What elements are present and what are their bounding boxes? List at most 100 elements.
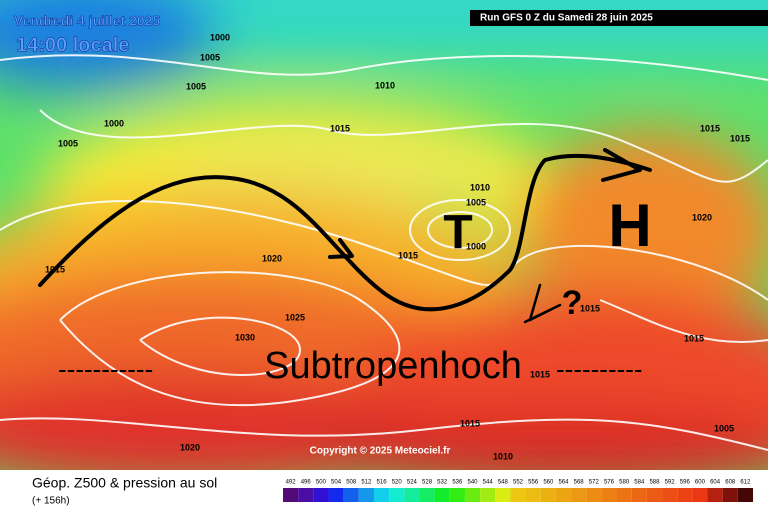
colorbar-label: 600 xyxy=(695,480,706,486)
isobar-label: 1015 xyxy=(398,250,418,260)
isobar-labels: 1000 1005 1005 1000 1005 1010 1015 1010 1005 1000… xyxy=(45,32,750,461)
colorbar-swatch xyxy=(510,488,526,502)
colorbar-swatch xyxy=(707,488,723,502)
colorbar-label: 544 xyxy=(483,480,494,486)
dashes-right: ---------- xyxy=(556,354,643,384)
colorbar-swatch xyxy=(692,488,708,502)
colorbar-swatch xyxy=(586,488,602,502)
colorbar-label: 592 xyxy=(665,480,676,486)
colorbar-label: 584 xyxy=(634,480,645,486)
colorbar-label: 508 xyxy=(346,480,357,486)
isobar-label: 1020 xyxy=(262,253,282,263)
colorbar-label: 608 xyxy=(725,480,736,486)
colorbar-swatch xyxy=(389,488,405,502)
time: 14:00 locale xyxy=(16,34,129,56)
colorbar-swatch xyxy=(677,488,693,502)
colorbar-swatch xyxy=(662,488,678,502)
colorbar-swatch xyxy=(328,488,344,502)
colorbar-label: 524 xyxy=(407,480,418,486)
colorbar-label: 528 xyxy=(422,480,433,486)
colorbar-label: 564 xyxy=(558,480,569,486)
isobar-label: 1015 xyxy=(700,123,720,133)
colorbar: 492 496 500 504 508 512 516 520 524 528 532 536 540 5… xyxy=(283,480,753,502)
colorbar-swatch xyxy=(343,488,359,502)
isobar-label: 1000 xyxy=(210,32,230,42)
colorbar-label: 504 xyxy=(331,480,342,486)
isobar-label: 1015 xyxy=(730,133,750,143)
colorbar-swatch xyxy=(646,488,663,502)
colorbar-swatch xyxy=(449,488,465,502)
run-info: Run GFS 0 Z du Samedi 28 juin 2025 xyxy=(480,13,653,24)
colorbar-label: 588 xyxy=(649,480,660,486)
colorbar-swatch xyxy=(464,488,481,502)
field xyxy=(0,0,768,470)
isobar-label: 1015 xyxy=(684,333,704,343)
question-mark: ? xyxy=(562,284,583,322)
run-banner xyxy=(470,10,768,26)
colorbar-swatch xyxy=(737,488,753,502)
colorbar-label: 556 xyxy=(528,480,539,486)
colorbar-label: 612 xyxy=(740,480,751,486)
colorbar-swatch xyxy=(571,488,587,502)
colorbar-swatch xyxy=(358,488,374,502)
isobar-label: 1020 xyxy=(180,442,200,452)
colorbar-swatch xyxy=(434,488,450,502)
colorbar-label: 512 xyxy=(361,480,372,486)
colorbar-label: 532 xyxy=(437,480,448,486)
colorbar-label: 492 xyxy=(286,480,297,486)
copyright: Copyright © 2025 Meteociel.fr xyxy=(310,446,451,457)
footer-title: Géop. Z500 & pression au sol xyxy=(32,475,217,491)
colorbar-label: 500 xyxy=(316,480,327,486)
isobar-label: 1015 xyxy=(460,418,480,428)
colorbar-swatch xyxy=(313,488,329,502)
isobar-label: 1005 xyxy=(466,197,486,207)
isobar-label: 1020 xyxy=(692,212,712,222)
colorbar-label: 548 xyxy=(498,480,509,486)
colorbar-label: 596 xyxy=(680,480,691,486)
high-label: H xyxy=(608,192,651,259)
isobar-label: 1015 xyxy=(45,264,65,274)
colorbar-label: 536 xyxy=(452,480,463,486)
colorbar-swatch xyxy=(555,488,572,502)
isobar-label: 1015 xyxy=(530,369,550,379)
isobar-label: 1005 xyxy=(714,423,734,433)
isobar-label: 1025 xyxy=(285,312,305,322)
colorbar-swatch xyxy=(298,488,314,502)
colorbar-swatch xyxy=(495,488,511,502)
colorbar-swatch xyxy=(631,488,647,502)
isobar-label: 1030 xyxy=(235,332,255,342)
colorbar-swatch xyxy=(404,488,420,502)
isobar-label: 1005 xyxy=(186,81,206,91)
isobar-label: 1005 xyxy=(200,52,220,62)
isobar-label: 1010 xyxy=(470,182,490,192)
colorbar-label: 580 xyxy=(619,480,630,486)
colorbar-label: 604 xyxy=(710,480,721,486)
colorbar-label: 540 xyxy=(468,480,479,486)
colorbar-label: 496 xyxy=(301,480,312,486)
colorbar-label: 520 xyxy=(392,480,403,486)
colorbar-swatch xyxy=(722,488,738,502)
subtropical-high: Subtropenhoch xyxy=(264,345,522,387)
isobar-label: 1005 xyxy=(58,138,78,148)
colorbar-swatch xyxy=(373,488,390,502)
isobar-label: 1010 xyxy=(493,451,513,461)
isobar-label: 1000 xyxy=(104,118,124,128)
isobar-label: 1015 xyxy=(330,123,350,133)
isobar-label: 1015 xyxy=(580,303,600,313)
footer-lead: (+ 156h) xyxy=(32,496,70,507)
colorbar-label: 576 xyxy=(604,480,615,486)
date: Vendredi 4 juillet 2025 xyxy=(14,13,161,29)
colorbar-swatch xyxy=(283,488,299,502)
isobar-label: 1010 xyxy=(375,80,395,90)
colorbar-swatch xyxy=(480,488,496,502)
colorbar-swatch xyxy=(616,488,632,502)
colorbar-swatch xyxy=(419,488,435,502)
dashes-left: ----------- xyxy=(58,354,153,384)
colorbar-label: 552 xyxy=(513,480,524,486)
colorbar-label: 516 xyxy=(377,480,388,486)
colorbar-swatch xyxy=(525,488,541,502)
colorbar-label: 568 xyxy=(574,480,585,486)
colorbar-swatch xyxy=(540,488,556,502)
